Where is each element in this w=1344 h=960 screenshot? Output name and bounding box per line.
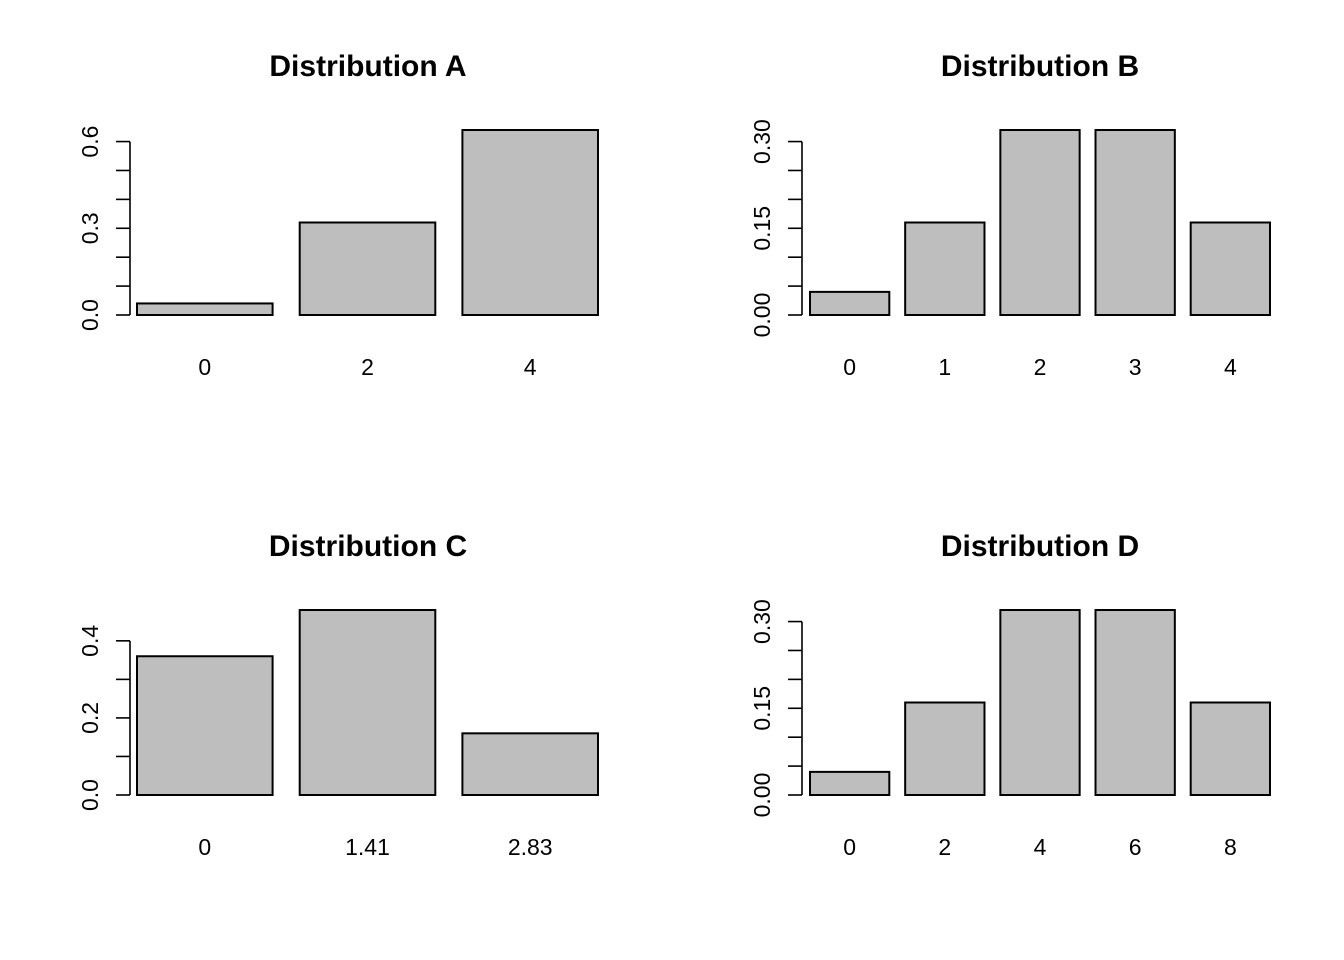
- chart-title: Distribution B: [941, 50, 1139, 83]
- x-tick-label: 0: [198, 834, 211, 860]
- x-tick-label: 1: [938, 354, 951, 380]
- x-tick-label: 4: [1224, 354, 1237, 380]
- chart-title: Distribution A: [269, 50, 466, 83]
- bar: [136, 302, 274, 316]
- bar: [999, 609, 1081, 796]
- bar: [298, 609, 437, 796]
- y-tick-label: 0.0: [77, 779, 103, 811]
- bar: [999, 129, 1081, 316]
- y-tick-label: 0.30: [749, 119, 775, 164]
- bar: [1189, 221, 1272, 316]
- y-tick-label: 0.3: [77, 212, 103, 244]
- chart-title: Distribution C: [269, 530, 467, 563]
- bar: [809, 770, 891, 796]
- bar: [136, 655, 274, 796]
- chart-panel-b: Distribution B 0 1 2 3 4 0.00 0.15 0.30: [749, 50, 1272, 380]
- chart-panel-c: Distribution C 0 1.41 2.83 0.0 0.2 0.4: [77, 530, 600, 860]
- x-tick-label: 6: [1129, 834, 1142, 860]
- bar: [904, 221, 986, 316]
- y-tick-label: 0.00: [749, 293, 775, 338]
- chart-title: Distribution D: [941, 530, 1139, 563]
- x-tick-label: 2: [938, 834, 951, 860]
- bar: [904, 701, 986, 796]
- y-tick-label: 0.6: [77, 126, 103, 158]
- x-tick-label: 0: [843, 834, 856, 860]
- x-tick-label: 1.41: [345, 834, 390, 860]
- y-tick-label: 0.30: [749, 599, 775, 644]
- bar: [1094, 129, 1176, 316]
- y-tick-label: 0.0: [77, 299, 103, 331]
- bar: [461, 129, 600, 316]
- bar: [1189, 701, 1272, 796]
- x-tick-label: 2: [1034, 354, 1047, 380]
- x-tick-label: 3: [1129, 354, 1142, 380]
- chart-panel-a: Distribution A 0 2 4 0.0 0.3 0.6: [77, 50, 600, 380]
- x-tick-label: 0: [843, 354, 856, 380]
- y-tick-label: 0.4: [77, 625, 103, 657]
- x-tick-label: 2.83: [508, 834, 553, 860]
- bar: [461, 732, 600, 796]
- y-tick-label: 0.15: [749, 686, 775, 731]
- chart-panel-d: Distribution D 0 2 4 6 8 0.00 0.15 0.30: [749, 530, 1272, 860]
- x-tick-label: 2: [361, 354, 374, 380]
- x-tick-label: 4: [1034, 834, 1047, 860]
- x-tick-label: 0: [198, 354, 211, 380]
- x-tick-label: 4: [524, 354, 537, 380]
- y-tick-label: 0.2: [77, 702, 103, 734]
- bar: [298, 221, 437, 316]
- x-tick-label: 8: [1224, 834, 1237, 860]
- bar: [809, 290, 891, 316]
- bar: [1094, 609, 1176, 796]
- y-tick-label: 0.00: [749, 773, 775, 818]
- y-tick-label: 0.15: [749, 206, 775, 251]
